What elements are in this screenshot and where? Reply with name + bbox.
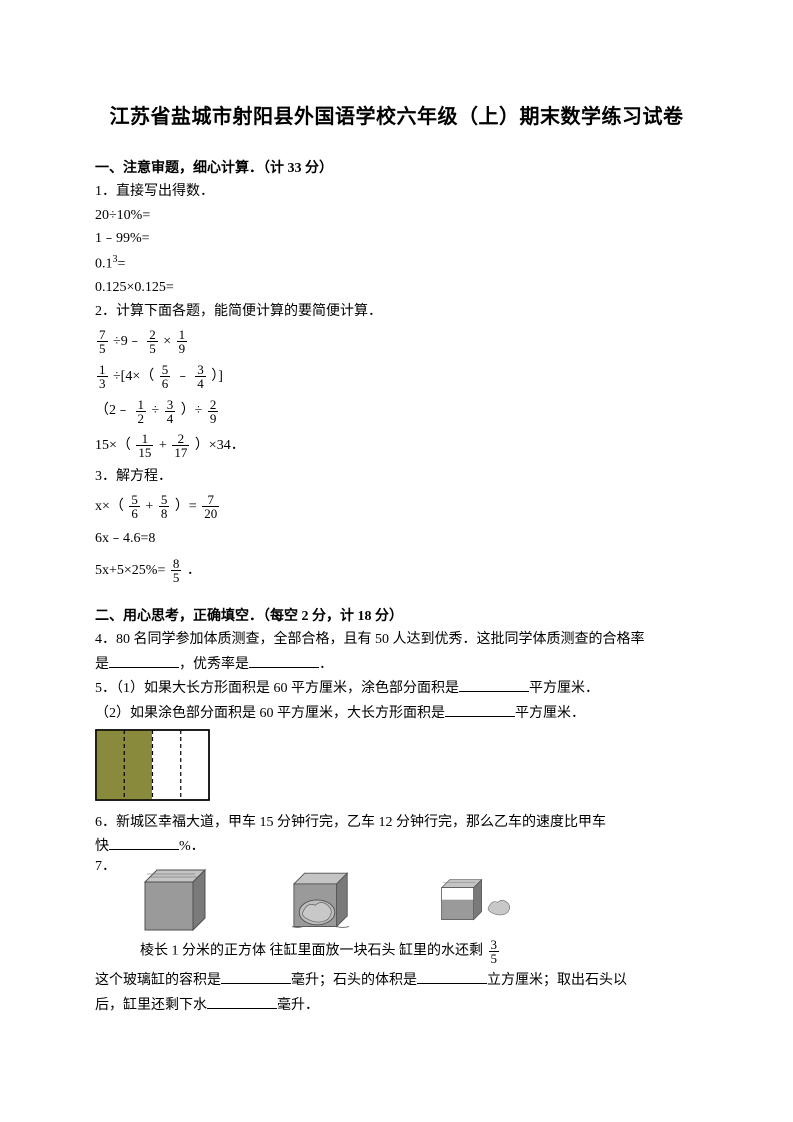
q2-expr-4: 15×（ 115 + 217 ）×34． [95, 431, 698, 462]
q5-2-blank[interactable] [445, 702, 515, 717]
q7-line1: 这个玻璃缸的容积是毫升；石头的体积是立方厘米；取出石头以 [95, 969, 698, 992]
q3-expr-2: 6x﹣4.6=8 [95, 528, 698, 550]
q1-item-2: 0.13= [95, 252, 698, 275]
q7-figures [95, 864, 698, 934]
q3-expr-1: x×（ 56 + 58 ）= 720 [95, 492, 698, 523]
q7-blank2[interactable] [417, 969, 487, 984]
q7-line2: 后，缸里还剩下水毫升． [95, 994, 698, 1017]
q7-label: 7． [95, 856, 116, 878]
q7-caption: 棱长 1 分米的正方体 往缸里面放一块石头 缸里的水还剩 35 [95, 938, 698, 965]
q7-blank3[interactable] [207, 994, 277, 1009]
exam-page: 江苏省盐城市射阳县外国语学校六年级（上）期末数学练习试卷 一、注意审题，细心计算… [0, 0, 793, 1122]
q6-line1: 6．新城区幸福大道，甲车 15 分钟行完，乙车 12 分钟行完，那么乙车的速度比… [95, 812, 698, 834]
q2-label: 2．计算下面各题，能简便计算的要简便计算． [95, 301, 698, 323]
q2-expr-3: （2﹣ 12 ÷ 34 ）÷ 29 [95, 396, 698, 427]
q1-item-0: 20÷10%= [95, 205, 698, 227]
section1-heading: 一、注意审题，细心计算．（计 33 分） [95, 157, 698, 177]
q6-blank[interactable] [109, 835, 179, 850]
q5-1: 5．（1）如果大长方形面积是 60 平方厘米，涂色部分面积是平方厘米． [95, 677, 698, 700]
q1-item-3: 0.125×0.125= [95, 277, 698, 299]
q1-item-1: 1﹣99%= [95, 228, 698, 250]
q7-blank1[interactable] [221, 969, 291, 984]
q3-label: 3．解方程． [95, 466, 698, 488]
q5-figure [95, 729, 698, 806]
q1-label: 1．直接写出得数． [95, 181, 698, 203]
q4-blank2[interactable] [249, 653, 319, 668]
q3-expr-3: 5x+5×25%= 85 ． [95, 556, 698, 587]
section2-heading: 二、用心思考，正确填空．（每空 2 分，计 18 分） [95, 605, 698, 625]
q6-line2: 快%． [95, 835, 698, 858]
q5-1-blank[interactable] [459, 677, 529, 692]
q2-expr-1: 75 ÷9﹣ 25 × 19 [95, 327, 698, 358]
q4-blank1[interactable] [109, 653, 179, 668]
q5-2: （2）如果涂色部分面积是 60 平方厘米，大长方形面积是平方厘米． [95, 702, 698, 725]
q4-line2: 是，优秀率是． [95, 653, 698, 676]
q4-line1: 4．80 名同学参加体质测查，全部合格，且有 50 人达到优秀．这批同学体质测查… [95, 629, 698, 651]
page-title: 江苏省盐城市射阳县外国语学校六年级（上）期末数学练习试卷 [95, 100, 698, 129]
q2-expr-2: 13 ÷[4×（ 56 ﹣ 34 ）] [95, 362, 698, 393]
